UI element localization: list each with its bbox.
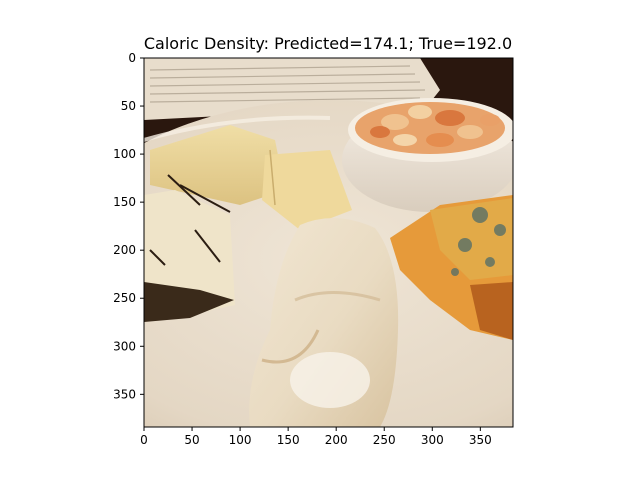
herb-cheese [144,174,235,322]
brie [249,218,399,427]
x-tick-label: 150 [277,433,300,447]
y-tick-label: 200 [113,243,136,257]
food-photo [144,58,513,427]
x-tick-label: 250 [373,433,396,447]
y-tick-label: 150 [113,195,136,209]
y-tick-label: 50 [121,99,136,113]
y-tick-label: 100 [113,147,136,161]
x-tick-label: 200 [325,433,348,447]
x-tick-label: 350 [469,433,492,447]
y-axis: 0 50 100 150 200 250 300 350 [113,51,144,401]
x-tick-label: 100 [229,433,252,447]
y-tick-label: 300 [113,339,136,353]
x-tick-label: 50 [184,433,199,447]
y-tick-label: 250 [113,291,136,305]
yellow-cheese [150,125,352,230]
x-tick-label: 0 [140,433,148,447]
pasta [355,102,505,154]
figure-title: Caloric Density: Predicted=174.1; True=1… [144,34,512,53]
x-axis: 0 50 100 150 200 250 300 350 [140,427,492,447]
x-tick-label: 300 [421,433,444,447]
blue-cheese [390,195,513,340]
y-tick-label: 350 [113,387,136,401]
y-tick-label: 0 [128,51,136,65]
axes-frame [143,57,514,428]
